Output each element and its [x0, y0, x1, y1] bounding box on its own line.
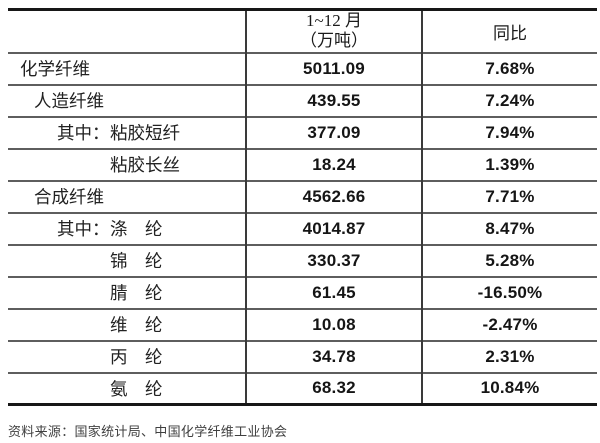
row-label: 氨 纶 — [110, 378, 163, 399]
row-yoy: 8.47% — [421, 212, 597, 245]
row-label: 化学纤维 — [20, 59, 90, 79]
row-label: 维 纶 — [110, 315, 163, 335]
table-row: 化学纤维 5011.09 7.68% — [8, 52, 597, 85]
header-output-period: 1~12 月 — [306, 11, 362, 31]
table-row: 其中：涤 纶 4014.87 8.47% — [8, 212, 597, 245]
table-body: 化学纤维 5011.09 7.68% 人造纤维 439.55 7.24% 其中：… — [8, 52, 597, 405]
table-row: 丙 纶 34.78 2.31% — [8, 340, 597, 373]
row-label: 腈 纶 — [110, 283, 163, 303]
header-output-unit: （万吨） — [300, 31, 368, 51]
table-row: 锦 纶 330.37 5.28% — [8, 244, 597, 277]
row-value: 5011.09 — [245, 52, 422, 85]
table-row: 其中：粘胶短纤 377.09 7.94% — [8, 116, 597, 149]
table-row: 氨 纶 68.32 10.84% — [8, 372, 597, 405]
row-yoy: 5.28% — [421, 244, 597, 277]
row-label: 涤 纶 — [110, 219, 163, 239]
row-prefix: 其中： — [57, 123, 110, 143]
row-value: 68.32 — [245, 372, 422, 405]
header-output: 1~12 月 （万吨） — [245, 9, 422, 53]
table-row: 维 纶 10.08 -2.47% — [8, 308, 597, 341]
table-header-row: 1~12 月 （万吨） 同比 — [8, 9, 597, 53]
fiber-output-table: 1~12 月 （万吨） 同比 化学纤维 5011.09 7.68% 人造纤维 4… — [8, 8, 597, 406]
row-prefix: 其中： — [57, 219, 110, 239]
row-value: 330.37 — [245, 244, 422, 277]
row-label: 粘胶长丝 — [110, 155, 180, 175]
row-yoy: 7.68% — [421, 52, 597, 85]
row-label: 粘胶短纤 — [110, 123, 180, 143]
source-note: 资料来源：国家统计局、中国化学纤维工业协会 — [8, 424, 288, 439]
header-category — [8, 10, 246, 53]
row-value: 18.24 — [245, 148, 422, 181]
row-value: 10.08 — [245, 308, 422, 341]
row-value: 34.78 — [245, 340, 422, 373]
row-yoy: 7.71% — [421, 180, 597, 213]
row-yoy: 10.84% — [421, 372, 597, 405]
row-label: 锦 纶 — [110, 251, 163, 271]
row-value: 4014.87 — [245, 212, 422, 245]
row-yoy: 2.31% — [421, 340, 597, 373]
row-label: 丙 纶 — [110, 347, 163, 367]
row-value: 377.09 — [245, 116, 422, 149]
row-yoy: -2.47% — [421, 308, 597, 341]
row-value: 439.55 — [245, 84, 422, 117]
row-yoy: 7.94% — [421, 116, 597, 149]
table-row: 粘胶长丝 18.24 1.39% — [8, 148, 597, 181]
row-value: 61.45 — [245, 276, 422, 309]
row-yoy: -16.50% — [421, 276, 597, 309]
table-row: 合成纤维 4562.66 7.71% — [8, 180, 597, 213]
row-label: 合成纤维 — [34, 187, 104, 207]
table-row: 腈 纶 61.45 -16.50% — [8, 276, 597, 309]
row-yoy: 7.24% — [421, 84, 597, 117]
row-label: 人造纤维 — [34, 91, 104, 111]
row-value: 4562.66 — [245, 180, 422, 213]
row-yoy: 1.39% — [421, 148, 597, 181]
table-row: 人造纤维 439.55 7.24% — [8, 84, 597, 117]
header-yoy: 同比 — [421, 9, 597, 53]
